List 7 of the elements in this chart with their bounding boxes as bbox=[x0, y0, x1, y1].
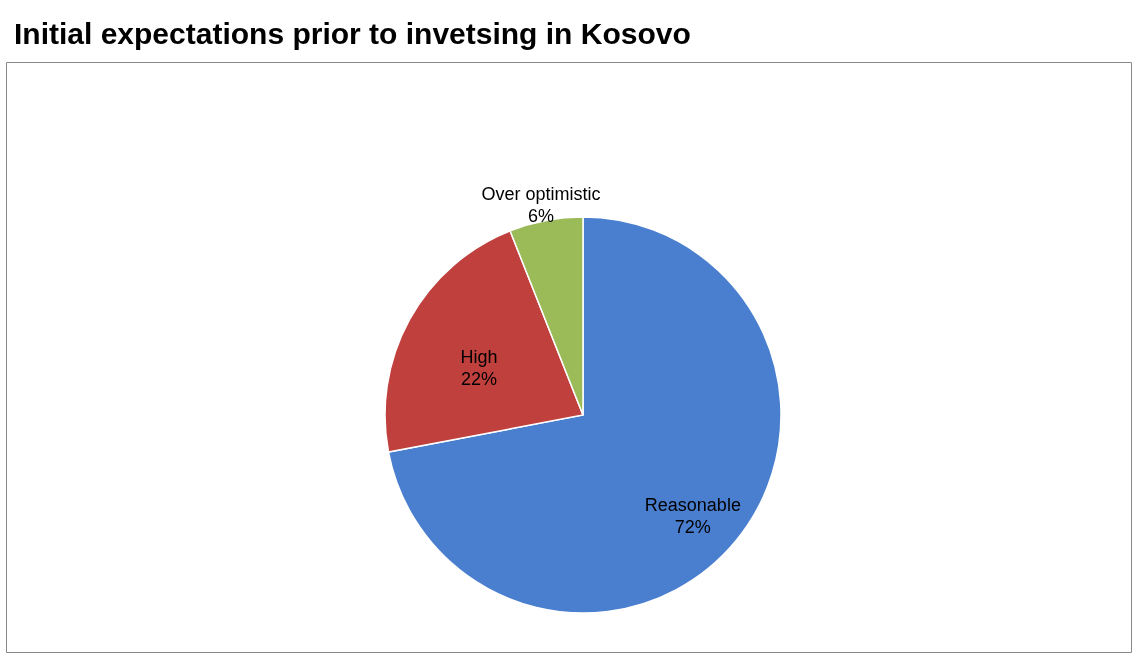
slice-label: High bbox=[460, 346, 498, 367]
data-label: 72% bbox=[674, 516, 711, 537]
data-label: 6% bbox=[528, 205, 555, 226]
slice-label: Over optimistic bbox=[481, 183, 601, 204]
slice-label: Reasonable bbox=[644, 494, 741, 515]
data-label: 22% bbox=[460, 368, 497, 389]
chart-title: Initial expectations prior to invetsing in Kosovo bbox=[14, 17, 691, 50]
